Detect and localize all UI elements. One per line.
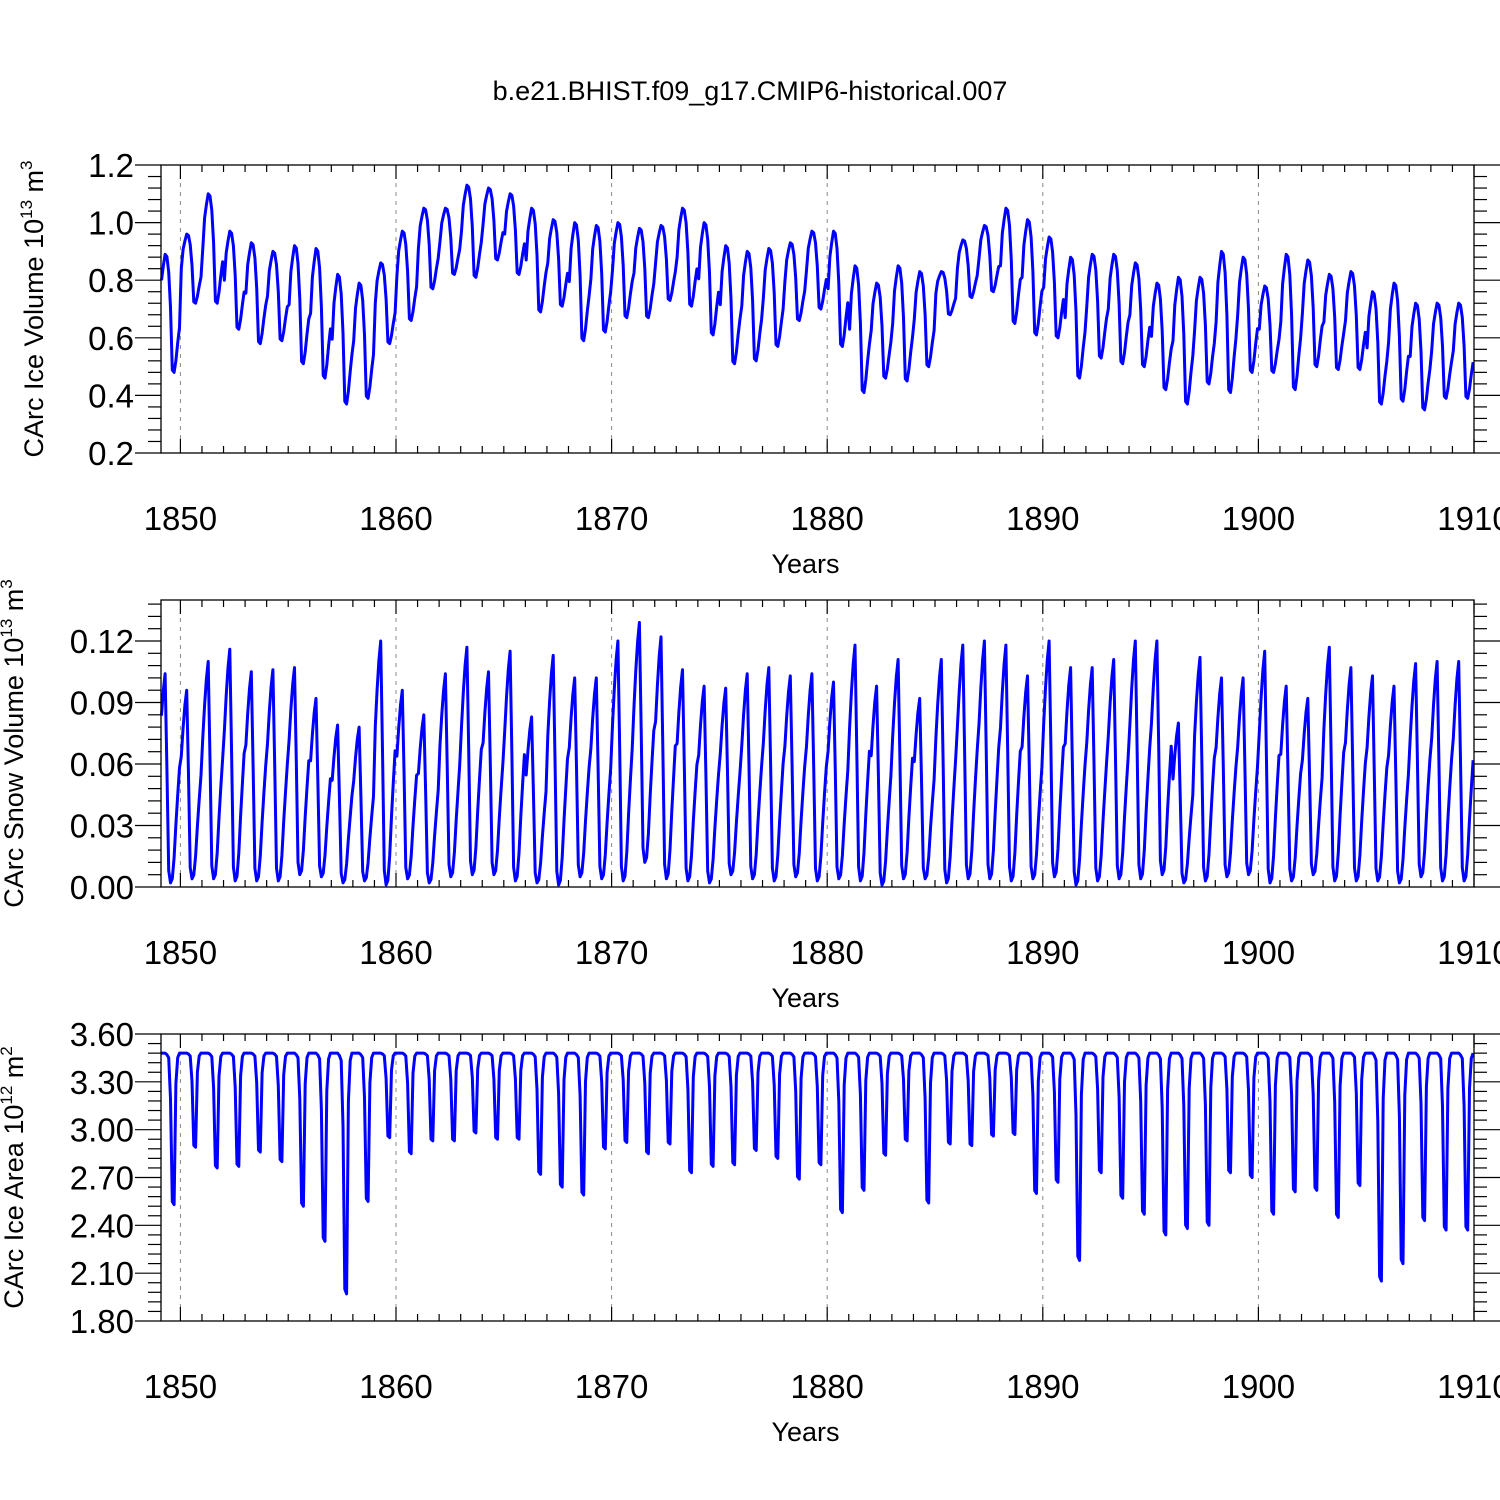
plot-frame xyxy=(160,1033,1475,1322)
y-tick-label: 1.2 xyxy=(88,147,134,184)
y-axis-label: CArc Snow Volume 1013 m3 xyxy=(0,579,29,908)
y-tick-label: 0.09 xyxy=(70,685,134,722)
series-line xyxy=(160,621,1475,887)
x-tick-label: 1870 xyxy=(575,500,648,537)
x-axis-label: Years xyxy=(771,1417,839,1447)
y-tick-label: 0.03 xyxy=(70,808,134,845)
y-tick-label: 0.4 xyxy=(88,377,134,414)
x-tick-label: 1890 xyxy=(1006,500,1079,537)
y-axis-label: CArc Ice Area 1012 m2 xyxy=(0,1046,29,1309)
y-tick-label: 3.00 xyxy=(70,1112,134,1149)
x-axis-label: Years xyxy=(771,549,839,579)
y-tick-label: 2.70 xyxy=(70,1160,134,1197)
x-tick-label: 1900 xyxy=(1222,500,1295,537)
x-tick-label: 1890 xyxy=(1006,1368,1079,1405)
y-tick-label: 0.6 xyxy=(88,320,134,357)
x-tick-label: 1880 xyxy=(790,934,863,971)
y-axis-label: CArc Ice Volume 1013 m3 xyxy=(17,160,49,457)
x-tick-label: 1870 xyxy=(575,1368,648,1405)
series-line xyxy=(161,1051,1475,1296)
y-tick-label: 0.12 xyxy=(70,623,134,660)
y-tick-label: 1.80 xyxy=(70,1303,134,1340)
series-line xyxy=(160,183,1475,412)
plot-frame xyxy=(160,599,1475,888)
x-tick-label: 1870 xyxy=(575,934,648,971)
y-tick-label: 0.00 xyxy=(70,869,134,906)
y-tick-label: 0.2 xyxy=(88,435,134,472)
x-tick-label: 1860 xyxy=(359,500,432,537)
x-tick-label: 1890 xyxy=(1006,934,1079,971)
x-tick-label: 1880 xyxy=(790,1368,863,1405)
y-tick-label: 3.60 xyxy=(70,1016,134,1053)
chart-title: b.e21.BHIST.f09_g17.CMIP6-historical.007 xyxy=(493,76,1008,106)
x-tick-label: 1850 xyxy=(144,500,217,537)
x-tick-label: 1860 xyxy=(359,1368,432,1405)
y-tick-label: 0.06 xyxy=(70,746,134,783)
y-tick-label: 0.8 xyxy=(88,262,134,299)
x-tick-label: 1900 xyxy=(1222,934,1295,971)
y-tick-label: 2.10 xyxy=(70,1255,134,1292)
x-tick-label: 1860 xyxy=(359,934,432,971)
x-tick-label: 1880 xyxy=(790,500,863,537)
plot-frame xyxy=(160,164,1475,454)
y-tick-label: 1.0 xyxy=(88,205,134,242)
y-tick-label: 2.40 xyxy=(70,1207,134,1244)
x-tick-label: 1850 xyxy=(144,934,217,971)
x-tick-label: 1850 xyxy=(144,1368,217,1405)
x-axis-label: Years xyxy=(771,983,839,1013)
x-tick-label: 1900 xyxy=(1222,1368,1295,1405)
y-tick-label: 3.30 xyxy=(70,1064,134,1101)
